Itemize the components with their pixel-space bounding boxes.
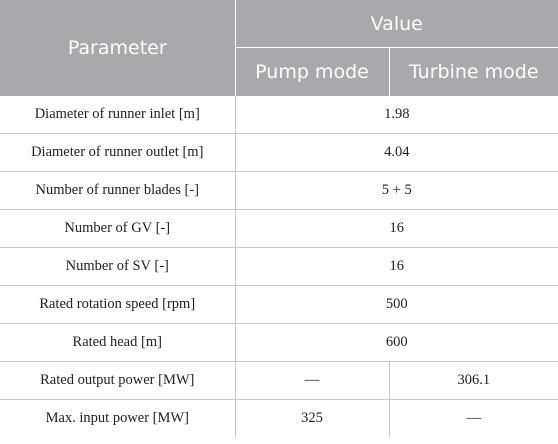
table-row: Number of SV [-] 16 — [0, 247, 558, 286]
row-param: Rated head [m] — [0, 323, 236, 362]
row-value: 4.04 — [235, 133, 558, 172]
table-row: Diameter of runner outlet [m] 4.04 — [0, 133, 558, 172]
table-row: Rated rotation speed [rpm] 500 — [0, 285, 558, 324]
header-pump-mode: Pump mode — [235, 47, 390, 96]
table-row: Diameter of runner inlet [m] 1.98 — [0, 96, 558, 134]
row-pump-value: — — [235, 361, 390, 400]
row-value: 16 — [235, 209, 558, 248]
row-pump-value: 325 — [235, 399, 390, 437]
header-row: Parameter Value — [0, 0, 558, 96]
row-param: Max. input power [MW] — [0, 399, 236, 437]
row-param: Number of runner blades [-] — [0, 171, 236, 210]
row-turbine-value: — — [466, 410, 482, 426]
row-value: 1.98 — [235, 96, 558, 134]
row-turbine-value: 306.1 — [389, 361, 558, 400]
row-param: Rated output power [MW] — [0, 361, 236, 400]
row-param: Number of SV [-] — [0, 247, 236, 286]
row-param: Rated rotation speed [rpm] — [0, 285, 236, 324]
table-row: Max. input power [MW] 325 — — [0, 399, 558, 437]
row-value: 600 — [235, 323, 558, 362]
row-value: 5 + 5 — [235, 171, 558, 210]
header-parameter: Parameter — [0, 0, 236, 96]
header-value: Value — [235, 0, 558, 48]
row-param: Number of GV [-] — [0, 209, 236, 248]
row-param: Diameter of runner inlet [m] — [0, 96, 236, 134]
table-row: Rated head [m] 600 — [0, 323, 558, 362]
row-value: 16 — [235, 247, 558, 286]
table-row: Number of GV [-] 16 — [0, 209, 558, 248]
table-row: Rated output power [MW] — 306.1 — [0, 361, 558, 400]
row-value: 500 — [235, 285, 558, 324]
header-turbine-mode: Turbine mode — [389, 47, 558, 96]
row-param: Diameter of runner outlet [m] — [0, 133, 236, 172]
table-row: Number of runner blades [-] 5 + 5 — [0, 171, 558, 210]
subheader-row: Pump mode Turbine mode — [0, 47, 558, 96]
